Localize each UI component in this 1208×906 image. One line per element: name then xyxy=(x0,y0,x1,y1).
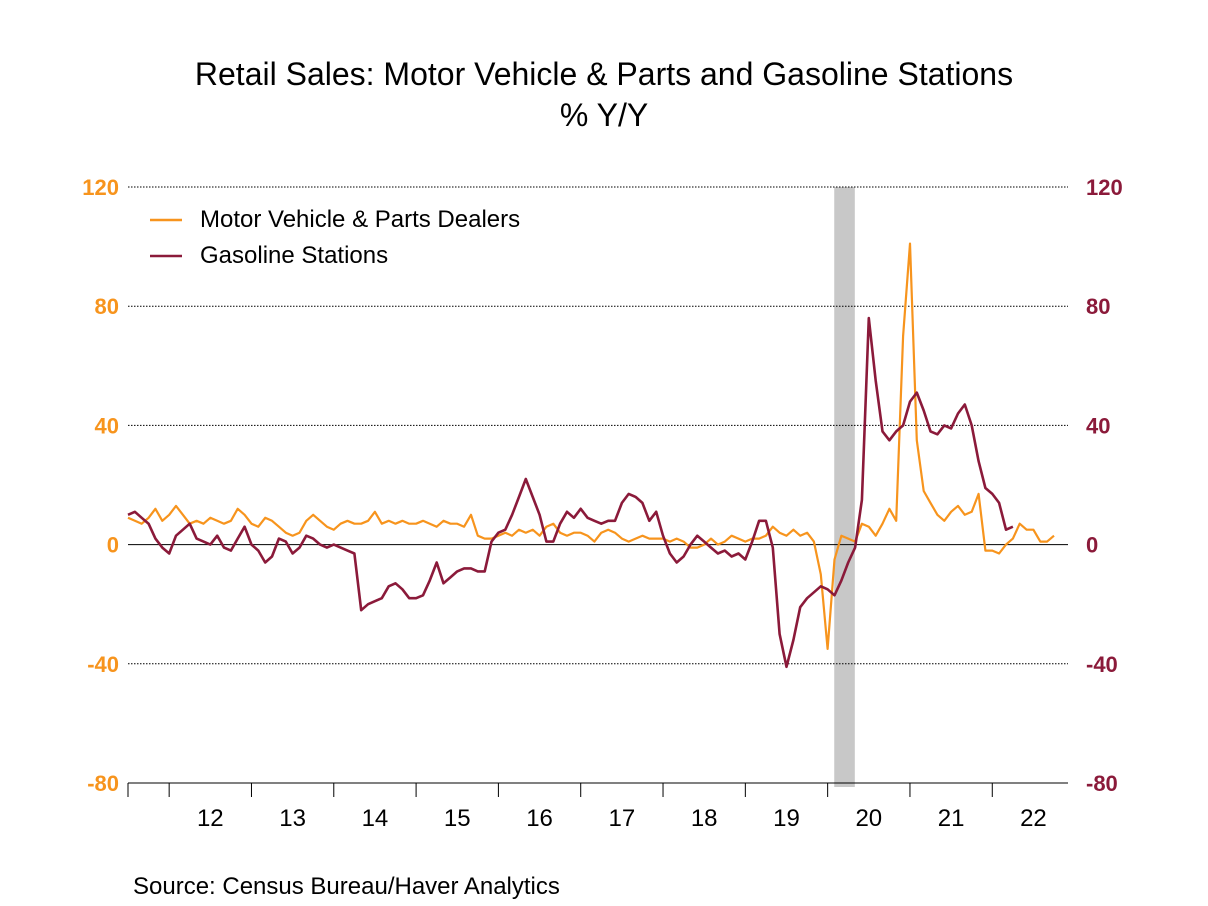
y-tick-label-right: 80 xyxy=(1086,294,1110,319)
y-tick-label-left: 0 xyxy=(107,533,119,558)
x-tick-label: 19 xyxy=(773,805,800,832)
x-tick-label: 12 xyxy=(197,805,224,832)
y-tick-label-left: 120 xyxy=(82,175,119,200)
y-axis-left: -80 -40 0 40 80 120 xyxy=(82,175,119,796)
y-axis-right: -80 -40 0 40 80 120 xyxy=(1086,175,1123,796)
x-axis: 12 13 14 15 16 17 18 19 20 21 22 xyxy=(127,782,1068,832)
y-tick-label-right: -80 xyxy=(1086,771,1118,796)
gridlines xyxy=(128,186,1068,784)
chart-title: Retail Sales: Motor Vehicle & Parts and … xyxy=(195,56,1013,92)
x-tick-label: 20 xyxy=(855,805,882,832)
x-tick-label: 21 xyxy=(938,805,965,832)
y-tick-label-right: 0 xyxy=(1086,533,1098,558)
x-tick-label: 16 xyxy=(526,805,553,832)
y-tick-label-left: 40 xyxy=(95,413,119,438)
y-tick-label-right: -40 xyxy=(1086,652,1118,677)
legend-label-motor: Motor Vehicle & Parts Dealers xyxy=(200,206,520,233)
x-tick-label: 15 xyxy=(444,805,471,832)
y-tick-label-right: 120 xyxy=(1086,175,1123,200)
x-tick-label: 13 xyxy=(279,805,306,832)
series-line-gasoline xyxy=(127,316,1014,669)
legend-label-gas: Gasoline Stations xyxy=(200,242,388,269)
chart-subtitle: % Y/Y xyxy=(560,97,648,133)
y-tick-label-left: -40 xyxy=(87,652,119,677)
legend: Motor Vehicle & Parts Dealers Gasoline S… xyxy=(150,206,520,269)
x-tick-label: 17 xyxy=(609,805,636,832)
series-line-motor-vehicle xyxy=(127,242,1055,651)
y-tick-label-left: 80 xyxy=(95,294,119,319)
recession-band xyxy=(834,187,855,787)
x-tick-label: 22 xyxy=(1020,805,1047,832)
y-tick-label-right: 40 xyxy=(1086,413,1110,438)
source-note: Source: Census Bureau/Haver Analytics xyxy=(133,873,560,900)
y-tick-label-left: -80 xyxy=(87,771,119,796)
x-tick-label: 18 xyxy=(691,805,718,832)
x-tick-label: 14 xyxy=(362,805,389,832)
